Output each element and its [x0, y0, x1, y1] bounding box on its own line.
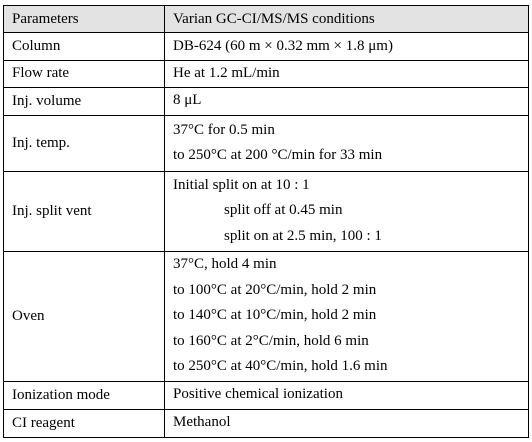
condition-line: Methanol: [173, 414, 231, 431]
row: Inj. volume 8 μL: [3, 86, 529, 116]
parameter-cell: CI reagent: [3, 408, 165, 438]
condition-line: 8 μL: [173, 92, 202, 109]
header-cell: Parameters: [3, 5, 165, 33]
condition-line: He at 1.2 mL/min: [173, 65, 280, 81]
row: Ionization mode Positive chemical ionizat…: [3, 380, 529, 410]
row: Inj. split vent Initial split on at 10 : …: [3, 170, 529, 252]
condition-line: split on at 2.5 min, 100 : 1: [224, 227, 382, 244]
row: Oven 37°C, hold 4 min to 100°C at 20°C/min…: [3, 250, 529, 382]
condition-line: Initial split on at 10 : 1: [173, 176, 310, 193]
condition-line: to 100°C at 20°C/min, hold 2 min: [173, 281, 377, 298]
parameter-cell: Ionization mode: [3, 380, 165, 410]
condition-line: to 250°C at 200 °C/min for 33 min: [173, 147, 383, 163]
parameter-cell: Inj. split vent: [3, 170, 165, 252]
condition-line: to 250°C at 40°C/min, hold 1.6 min: [173, 358, 388, 375]
row: CI reagent Methanol: [3, 408, 529, 438]
row: Flow rate He at 1.2 mL/min: [3, 60, 529, 88]
condition-line: to 140°C at 10°C/min, hold 2 min: [173, 307, 377, 324]
condition-line: Positive chemical ionization: [173, 386, 343, 403]
condition-cell: He at 1.2 mL/min: [164, 60, 529, 88]
parameter-cell: Inj. temp.: [3, 114, 165, 172]
condition-cell: Positive chemical ionization: [164, 380, 529, 410]
row: Inj. temp. 37°C for 0.5 min to 250°C at 20…: [3, 114, 529, 172]
condition-cell: 37°C for 0.5 min to 250°C at 200 °C/min f…: [164, 114, 529, 172]
parameter-cell: Oven: [3, 250, 165, 382]
table: Parameters Varian GC-CI/MS/MS conditions…: [3, 5, 529, 438]
parameter-cell: Flow rate: [3, 60, 165, 88]
condition-cell: 37°C, hold 4 min to 100°C at 20°C/min, ho…: [164, 250, 529, 382]
condition-line: to 160°C at 2°C/min, hold 6 min: [173, 332, 369, 349]
condition-cell: Methanol: [164, 408, 529, 438]
condition-cell: 8 μL: [164, 86, 529, 116]
condition-line: split off at 0.45 min: [224, 202, 343, 219]
condition-line: 37°C, hold 4 min: [173, 256, 277, 273]
condition-cell: Initial split on at 10 : 1 split off at 0…: [164, 170, 529, 252]
parameter-cell: Inj. volume: [3, 86, 165, 116]
header-row: Parameters Varian GC-CI/MS/MS conditions: [3, 5, 529, 33]
condition-cell: DB-624 (60 m × 0.32 mm × 1.8 μm): [164, 32, 529, 61]
condition-line: DB-624 (60 m × 0.32 mm × 1.8 μm): [173, 37, 393, 54]
row: Column DB-624 (60 m × 0.32 mm × 1.8 μm): [3, 32, 529, 61]
header-cell: Varian GC-CI/MS/MS conditions: [164, 5, 529, 33]
parameter-cell: Column: [3, 32, 165, 61]
condition-line: 37°C for 0.5 min: [173, 121, 275, 138]
